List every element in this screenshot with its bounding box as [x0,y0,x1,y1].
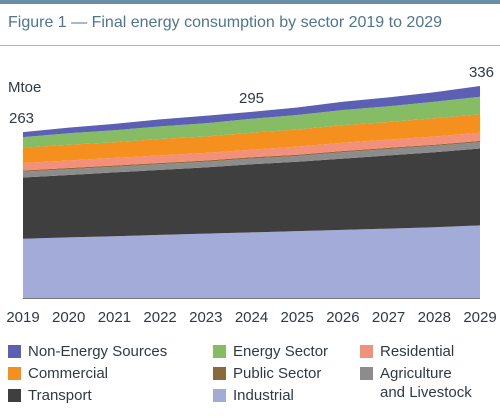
legend-label: Transport [28,387,92,404]
legend-swatch [8,345,21,358]
total-label-2019: 263 [9,110,34,127]
legend-swatch [213,389,226,402]
top-rule [0,0,500,4]
legend-label: Non-Energy Sources [28,343,168,360]
x-tick-2020: 2020 [52,309,85,326]
x-tick-2023: 2023 [189,309,222,326]
legend-item-energy-sector: Energy Sector [213,342,328,361]
total-label-2029: 336 [469,64,494,81]
legend-label: Residential [380,343,455,360]
legend-item-residential: Residential [360,342,454,361]
legend-item-non-energy-sources: Non-Energy Sources [8,342,167,361]
legend-swatch [8,367,21,380]
x-tick-2028: 2028 [418,309,451,326]
x-tick-2019: 2019 [6,309,39,326]
area-transport [23,148,480,239]
x-tick-2027: 2027 [372,309,405,326]
legend-swatch [213,367,226,380]
area-public-sector [23,140,480,172]
x-tick-2024: 2024 [235,309,268,326]
legend-label: Agriculture and Livestock [380,365,472,401]
legend-swatch [213,345,226,358]
legend-label: Public Sector [233,365,322,382]
legend-label: Energy Sector [233,343,329,360]
legend-swatch [360,345,373,358]
x-tick-2025: 2025 [281,309,314,326]
x-tick-2021: 2021 [98,309,131,326]
legend-swatch [8,389,21,402]
legend-label: Industrial [233,387,294,404]
area-residential [23,132,480,171]
area-commercial [23,114,480,163]
legend-item-commercial: Commercial [8,364,108,383]
total-label-2024: 295 [239,90,264,107]
x-tick-2026: 2026 [326,309,359,326]
chart-title: Figure 1 — Final energy consumption by s… [8,14,443,31]
area-agriculture-and-livestock [23,142,480,178]
x-tick-2029: 2029 [463,309,496,326]
stacked-area-chart: Mtoe 263 295 336 2019 2020 2021 2022 2023 2024 202… [6,64,496,326]
title-divider [0,45,500,46]
area-non-energy-sources [23,86,480,138]
area-energy-sector [23,96,480,148]
x-tick-2022: 2022 [143,309,176,326]
legend-item-industrial: Industrial [213,386,294,405]
legend-label: Commercial [28,365,109,382]
legend-item-public-sector: Public Sector [213,364,321,383]
legend-item-transport: Transport [8,386,92,405]
y-axis-unit-label: Mtoe [8,79,41,96]
area-industrial [23,225,480,298]
legend-swatch [360,367,373,380]
legend-item-agriculture-and-livestock: Agriculture and Livestock [360,364,472,402]
